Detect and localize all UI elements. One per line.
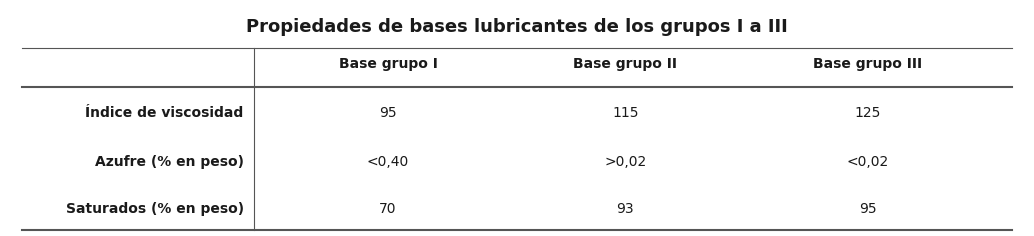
Text: 70: 70 [379,202,397,216]
Text: <0,02: <0,02 [847,155,889,169]
Text: Base grupo III: Base grupo III [813,57,922,71]
Text: Azufre (% en peso): Azufre (% en peso) [95,155,244,169]
Text: <0,40: <0,40 [367,155,409,169]
Text: 125: 125 [854,106,881,120]
Text: Base grupo II: Base grupo II [573,57,677,71]
Text: 115: 115 [612,106,639,120]
Text: 95: 95 [859,202,877,216]
Text: Base grupo I: Base grupo I [339,57,437,71]
Text: Índice de viscosidad: Índice de viscosidad [86,106,244,120]
Text: 95: 95 [379,106,397,120]
Text: 93: 93 [616,202,634,216]
Text: Saturados (% en peso): Saturados (% en peso) [65,202,244,216]
Text: >0,02: >0,02 [604,155,646,169]
Text: Propiedades de bases lubricantes de los grupos I a III: Propiedades de bases lubricantes de los … [246,18,788,36]
